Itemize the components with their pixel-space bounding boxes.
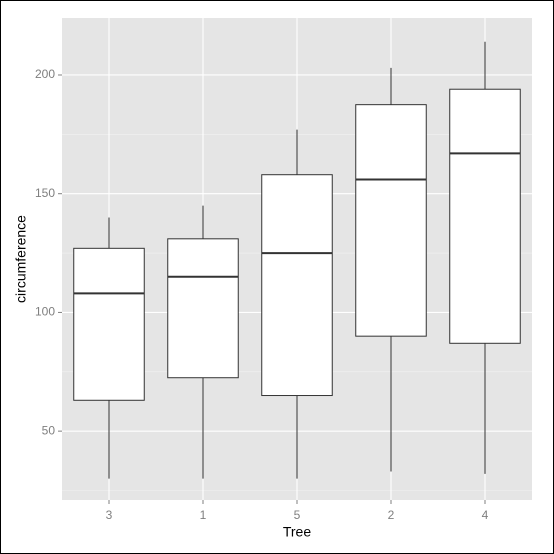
box [355, 104, 427, 337]
y-tick-label: 100 [35, 305, 55, 319]
box [167, 238, 239, 379]
y-axis-title: circumference [13, 215, 29, 303]
y-tick-label: 150 [35, 186, 55, 200]
x-axis-title: Tree [283, 524, 311, 540]
x-tick-label: 3 [106, 508, 113, 522]
x-tick-label: 1 [200, 508, 207, 522]
x-tick-label: 5 [294, 508, 301, 522]
x-tick-label: 2 [388, 508, 395, 522]
y-tick-label: 200 [35, 67, 55, 81]
x-tick-label: 4 [482, 508, 489, 522]
box [73, 247, 145, 401]
box [449, 88, 521, 344]
y-tick-label: 50 [42, 423, 56, 437]
box [261, 174, 333, 397]
